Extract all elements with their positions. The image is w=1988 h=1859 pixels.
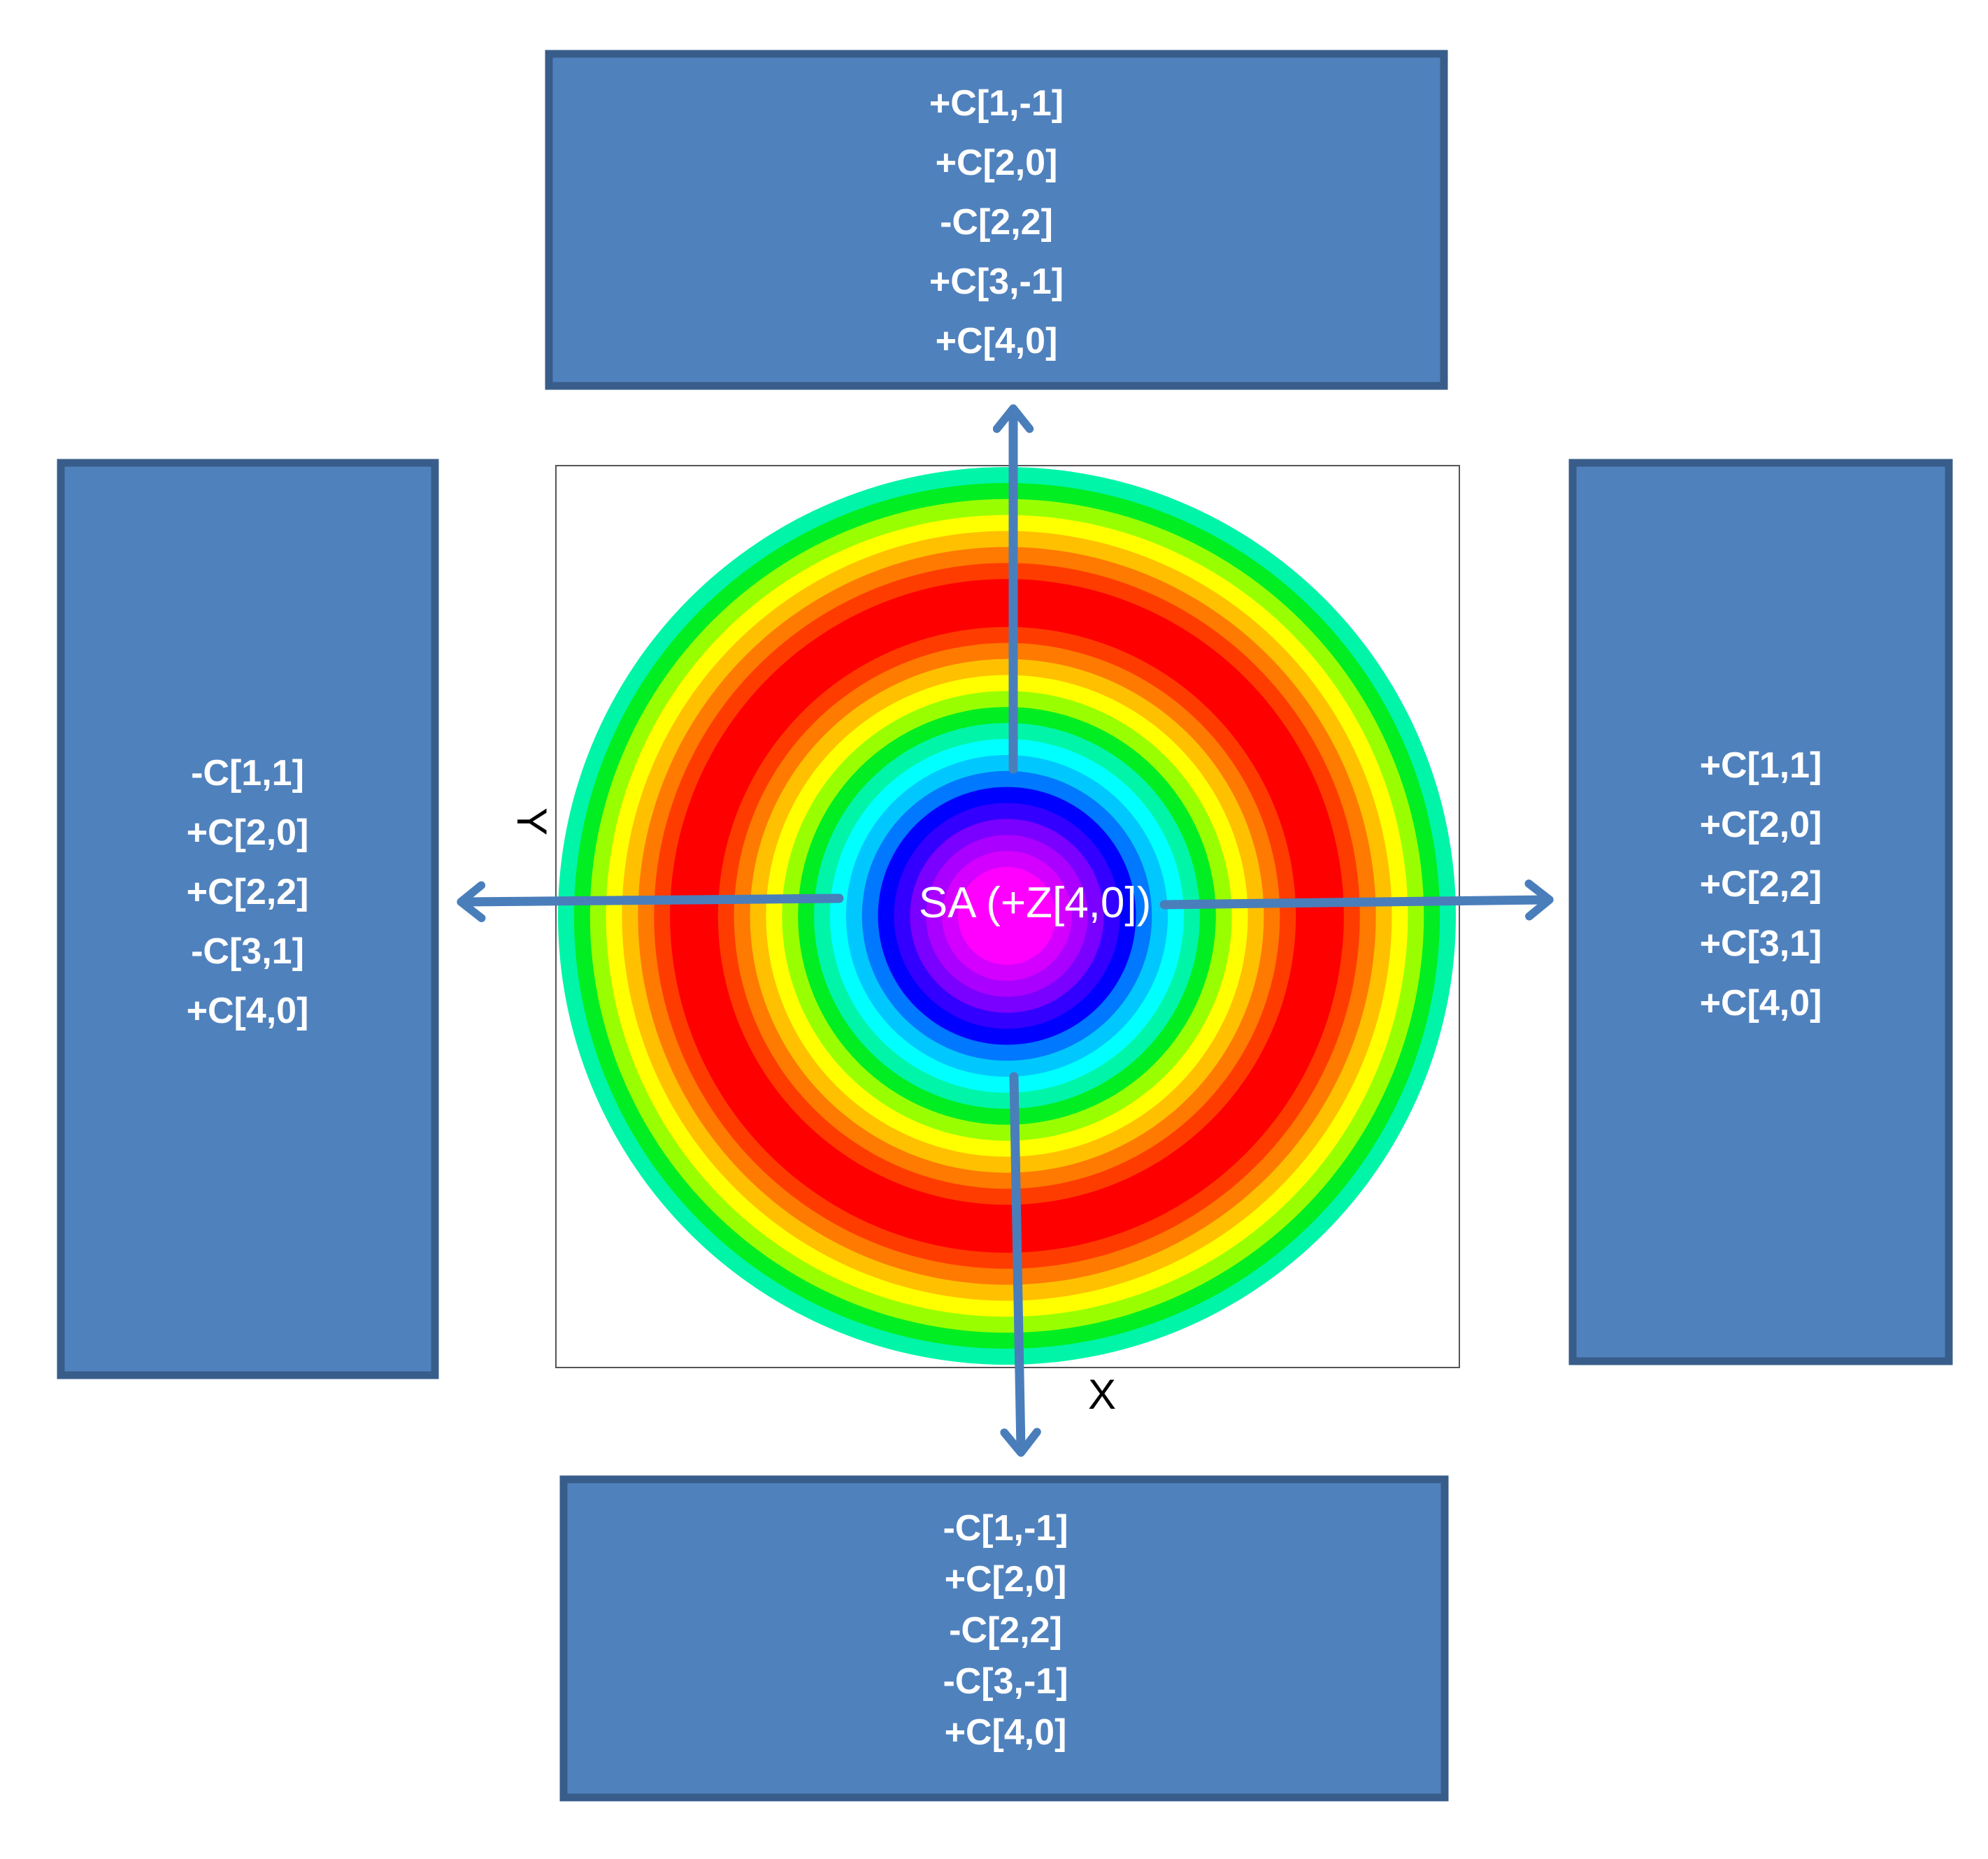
bottom-term-4: -C[3,-1]	[943, 1661, 1068, 1702]
top-box-rect	[545, 50, 1448, 390]
right-term-1: +C[1,1]	[1700, 745, 1822, 786]
bottom-coefficient-box: -C[1,-1] +C[2,0] -C[2,2] -C[3,-1] +C[4,0…	[559, 1475, 1449, 1802]
contour-ring	[958, 867, 1056, 965]
left-coefficient-box: -C[1,1] +C[2,0] +C[2,2] -C[3,1] +C[4,0]	[57, 459, 439, 1379]
center-label: SA (+Z[4,0])	[919, 879, 1152, 927]
left-term-2: +C[2,0]	[187, 812, 309, 853]
arrow-left	[457, 881, 844, 923]
bottom-term-1: -C[1,-1]	[943, 1508, 1068, 1549]
left-term-5: +C[4,0]	[187, 991, 309, 1031]
top-term-4: +C[3,-1]	[929, 261, 1064, 302]
bottom-term-2: +C[2,0]	[945, 1559, 1067, 1600]
right-term-3: +C[2,2]	[1700, 864, 1822, 905]
left-term-4: -C[3,1]	[191, 931, 304, 972]
right-term-5: +C[4,0]	[1700, 983, 1822, 1024]
top-term-5: +C[4,0]	[936, 321, 1058, 361]
bottom-term-5: +C[4,0]	[945, 1712, 1067, 1753]
left-term-1: -C[1,1]	[191, 753, 304, 794]
bottom-term-3: -C[2,2]	[949, 1610, 1062, 1651]
spherical-aberration-wavefront-map	[558, 467, 1456, 1365]
arrow-down	[1000, 1072, 1041, 1457]
left-box-rect	[57, 459, 439, 1379]
bottom-box-rect	[559, 1475, 1449, 1802]
top-coefficient-box: +C[1,-1] +C[2,0] -C[2,2] +C[3,-1] +C[4,0…	[545, 50, 1448, 390]
right-box-rect	[1568, 459, 1953, 1365]
right-coefficient-box: +C[1,1] +C[2,0] +C[2,2] +C[3,1] +C[4,0]	[1568, 459, 1953, 1365]
top-term-3: -C[2,2]	[940, 202, 1053, 243]
arrow-right	[1159, 880, 1554, 921]
top-term-2: +C[2,0]	[936, 143, 1058, 183]
top-term-1: +C[1,-1]	[929, 83, 1064, 124]
right-term-4: +C[3,1]	[1700, 924, 1822, 964]
axis-x-label: X	[1088, 1371, 1116, 1418]
right-term-2: +C[2,0]	[1700, 805, 1822, 845]
axis-y-label: Y	[508, 808, 555, 835]
left-term-3: +C[2,2]	[187, 872, 309, 912]
